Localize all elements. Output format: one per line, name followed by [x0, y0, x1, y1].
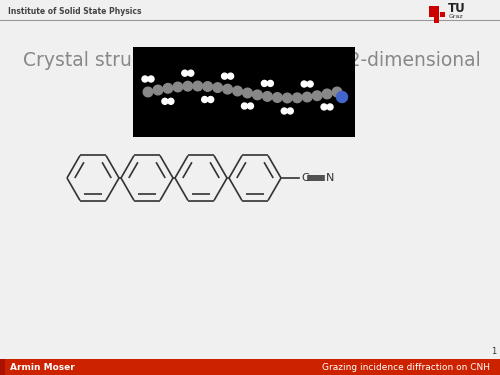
Circle shape: [282, 108, 288, 114]
Circle shape: [188, 70, 194, 76]
Circle shape: [173, 82, 182, 92]
Circle shape: [307, 81, 313, 87]
Circle shape: [142, 76, 148, 82]
Circle shape: [321, 104, 327, 110]
Text: 1: 1: [491, 347, 496, 356]
Bar: [440, 12, 444, 17]
Circle shape: [182, 70, 188, 76]
Circle shape: [143, 87, 153, 97]
Circle shape: [242, 103, 248, 109]
Bar: [133, 47, 355, 137]
Bar: [0, 359, 5, 375]
Text: Institute of Solid State Physics: Institute of Solid State Physics: [8, 7, 141, 16]
Text: TU: TU: [448, 3, 466, 15]
Circle shape: [262, 92, 272, 101]
Circle shape: [213, 83, 222, 92]
Circle shape: [262, 80, 268, 86]
Circle shape: [163, 84, 172, 93]
Circle shape: [208, 96, 214, 102]
Circle shape: [336, 92, 347, 102]
Circle shape: [292, 93, 302, 103]
Circle shape: [322, 89, 332, 99]
Circle shape: [203, 82, 212, 91]
Circle shape: [252, 90, 262, 100]
Circle shape: [327, 104, 333, 110]
Circle shape: [242, 88, 252, 98]
Circle shape: [202, 96, 207, 102]
Bar: [428, 12, 434, 17]
Text: powders: powders: [212, 69, 292, 88]
Text: N: N: [326, 173, 334, 183]
Circle shape: [288, 108, 294, 114]
Text: the example: CNHP4: the example: CNHP4: [155, 88, 349, 108]
Circle shape: [332, 87, 342, 97]
Circle shape: [232, 86, 242, 96]
Circle shape: [183, 81, 192, 91]
Circle shape: [282, 93, 292, 103]
Circle shape: [193, 81, 202, 91]
Bar: [0, 359, 500, 375]
Text: C: C: [301, 173, 309, 183]
Circle shape: [222, 73, 228, 79]
Circle shape: [162, 98, 168, 104]
Circle shape: [223, 84, 232, 94]
Circle shape: [272, 93, 282, 102]
Circle shape: [268, 80, 274, 86]
Text: Graz: Graz: [449, 14, 464, 19]
Text: Grazing incidence diffraction on CNH: Grazing incidence diffraction on CNH: [322, 363, 490, 372]
Circle shape: [302, 92, 312, 102]
Text: Armin Moser: Armin Moser: [10, 363, 75, 372]
Circle shape: [148, 76, 154, 82]
Bar: [434, 12, 439, 17]
Bar: [434, 6, 439, 12]
Circle shape: [153, 85, 162, 95]
Circle shape: [301, 81, 307, 87]
Circle shape: [248, 103, 254, 109]
Circle shape: [168, 98, 174, 104]
Bar: [428, 6, 434, 12]
Circle shape: [312, 91, 322, 101]
Circle shape: [228, 73, 234, 79]
Text: Crystal structure determination of 2-dimensional: Crystal structure determination of 2-dim…: [23, 51, 481, 69]
Bar: [434, 18, 439, 22]
